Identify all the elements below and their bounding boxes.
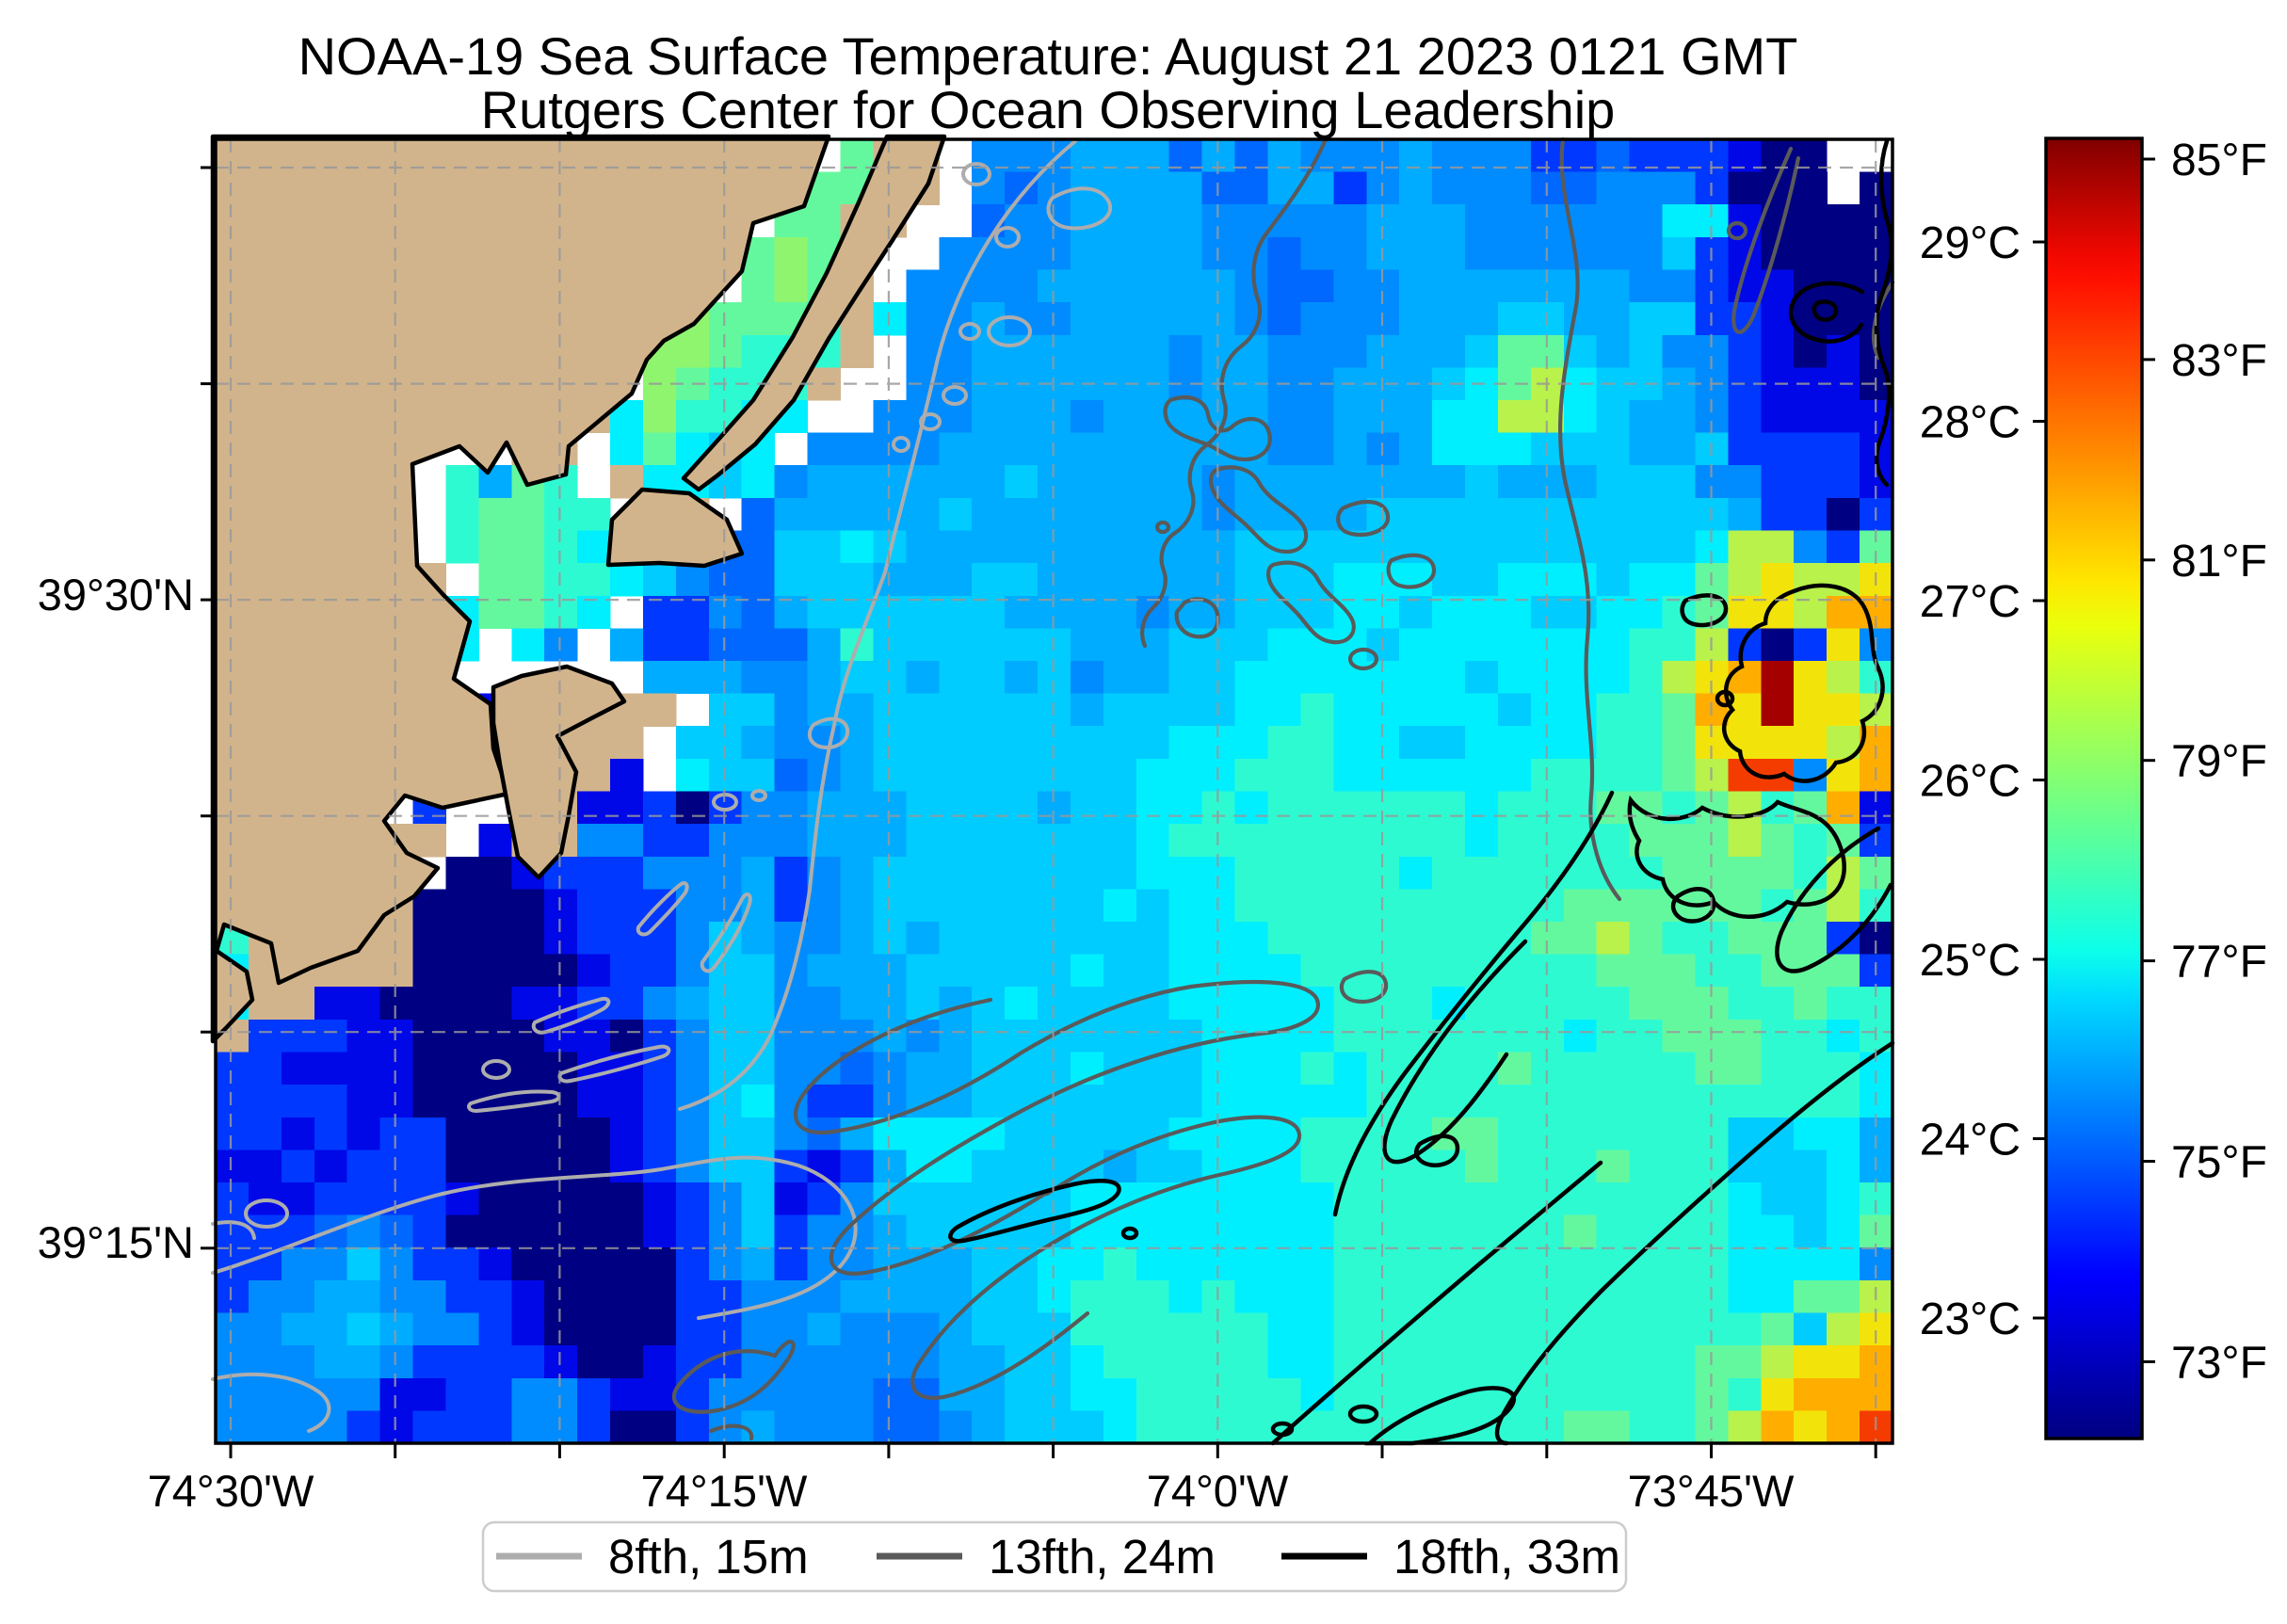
svg-text:74°0'W: 74°0'W: [1147, 1466, 1289, 1516]
svg-text:77°F: 77°F: [2171, 938, 2267, 988]
svg-text:18fth, 33m: 18fth, 33m: [1393, 1530, 1620, 1584]
svg-text:13fth, 24m: 13fth, 24m: [989, 1530, 1216, 1584]
svg-text:79°F: 79°F: [2171, 737, 2267, 787]
svg-text:24°C: 24°C: [1920, 1116, 2021, 1166]
svg-text:39°15'N: 39°15'N: [38, 1217, 194, 1267]
svg-text:25°C: 25°C: [1920, 936, 2021, 986]
svg-text:29°C: 29°C: [1920, 218, 2021, 268]
svg-text:8fth, 15m: 8fth, 15m: [608, 1530, 809, 1584]
svg-text:Rutgers Center for Ocean Obser: Rutgers Center for Ocean Observing Leade…: [481, 80, 1616, 139]
svg-text:74°15'W: 74°15'W: [641, 1466, 808, 1516]
svg-text:39°30'N: 39°30'N: [38, 570, 194, 619]
svg-text:75°F: 75°F: [2171, 1138, 2267, 1188]
svg-text:NOAA-19 Sea Surface Temperatur: NOAA-19 Sea Surface Temperature: August …: [298, 26, 1798, 86]
svg-text:83°F: 83°F: [2171, 336, 2267, 386]
svg-text:74°30'W: 74°30'W: [148, 1466, 314, 1516]
svg-text:85°F: 85°F: [2171, 136, 2267, 185]
svg-text:81°F: 81°F: [2171, 537, 2267, 587]
svg-text:26°C: 26°C: [1920, 757, 2021, 807]
svg-text:73°45'W: 73°45'W: [1628, 1466, 1795, 1516]
svg-text:73°F: 73°F: [2171, 1338, 2267, 1388]
svg-text:27°C: 27°C: [1920, 577, 2021, 627]
svg-text:28°C: 28°C: [1920, 398, 2021, 448]
svg-text:23°C: 23°C: [1920, 1294, 2021, 1344]
